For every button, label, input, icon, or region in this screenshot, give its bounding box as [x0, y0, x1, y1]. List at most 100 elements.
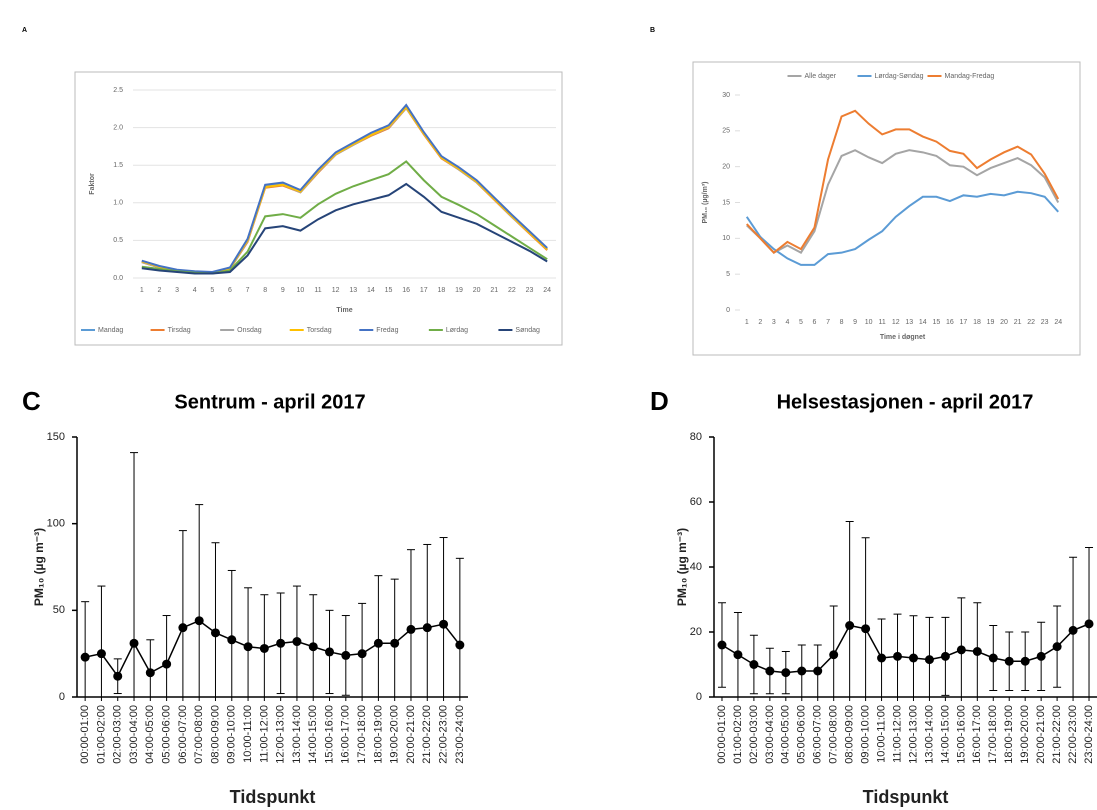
chart-title: Sentrum - april 2017 [174, 391, 365, 413]
data-point [259, 643, 269, 653]
y-tick-label: 50 [53, 604, 65, 616]
x-tick-label: 3 [772, 319, 776, 326]
data-line [141, 160, 548, 275]
legend-label: Tirsdag [168, 327, 191, 334]
x-tick-label: 11 [314, 287, 321, 294]
data-line [745, 190, 1059, 266]
data-point [845, 621, 855, 630]
x-tick-label: 6 [228, 287, 232, 294]
x-tick-label: 10 [297, 287, 305, 294]
x-tick-label: 09:00-10:00 [226, 705, 238, 764]
x-tick-label: 17 [420, 287, 428, 294]
x-tick-label: 11 [879, 319, 886, 326]
y-tick-label: 0.0 [113, 275, 123, 282]
x-tick-label: 19:00-20:00 [389, 705, 401, 764]
panel-label: C [22, 386, 41, 416]
data-point [1020, 656, 1030, 666]
y-axis-label: PM₁₀ (µg m⁻³) [675, 528, 689, 606]
x-tick-label: 23:00-24:00 [1083, 705, 1095, 764]
x-tick-label: 18:00-19:00 [1003, 705, 1015, 764]
x-tick-label: 13 [905, 319, 913, 326]
x-tick-label: 10 [865, 319, 873, 326]
y-tick-label: 25 [722, 128, 730, 135]
x-tick-label: 09:00-10:00 [860, 705, 872, 764]
legend-label: Lørdag [446, 327, 468, 334]
x-tick-label: 8 [263, 287, 267, 294]
y-tick-label: 2.0 [113, 124, 123, 131]
x-tick-label: 23 [1041, 319, 1049, 326]
legend-label: Lørdag-Søndag [875, 73, 924, 80]
x-tick-label: 7 [246, 287, 250, 294]
x-tick-label: 7 [826, 319, 830, 326]
data-point [988, 653, 998, 663]
data-point [292, 637, 302, 647]
x-tick-label: 21 [490, 287, 498, 294]
data-point [390, 638, 400, 648]
error-bars [717, 521, 1094, 697]
x-tick-label: 10:00-11:00 [875, 705, 887, 763]
data-point [341, 650, 351, 660]
data-point [956, 645, 966, 655]
x-tick-label: 12:00-13:00 [275, 705, 287, 764]
x-tick-label: 22 [1027, 319, 1035, 326]
x-tick-label: 8 [840, 319, 844, 326]
x-tick-label: 6 [813, 319, 817, 326]
x-tick-label: 1 [140, 287, 144, 294]
x-tick-label: 20 [473, 287, 481, 294]
data-point [1036, 651, 1046, 661]
data-point [276, 638, 286, 648]
data-point [972, 647, 982, 656]
data-point [1068, 625, 1078, 635]
data-point [781, 668, 791, 678]
chart-panel: C Sentrum - april 2017 0 50 100 150 00:00-01:0… [22, 386, 468, 807]
x-tick-label: 2 [157, 287, 161, 294]
x-tick-label: 21:00-22:00 [421, 705, 433, 764]
y-tick-label: 0 [696, 691, 702, 703]
y-tick-label: 20 [690, 626, 702, 638]
x-tick-label: 9 [281, 287, 285, 294]
x-tick-label: 01:00-02:00 [732, 705, 744, 764]
data-line [84, 619, 461, 678]
data-point [227, 635, 237, 645]
x-tick-label: 18 [973, 319, 981, 326]
x-tick-label: 5 [210, 287, 214, 294]
data-point [357, 649, 367, 659]
chart-frame [74, 71, 563, 346]
chart-frame [692, 61, 1081, 356]
x-tick-label: 19 [987, 319, 995, 326]
x-tick-label: 19 [455, 287, 463, 294]
legend-label: Onsdag [237, 327, 262, 334]
data-point [129, 638, 139, 648]
data-point [162, 659, 172, 669]
data-line [141, 182, 548, 275]
x-tick-label: 14 [367, 287, 375, 294]
data-point [1052, 642, 1062, 652]
legend-label: Fredag [376, 327, 398, 334]
data-point [829, 650, 839, 660]
legend-label: Alle dager [805, 73, 837, 80]
y-tick-label: 150 [47, 431, 65, 443]
data-point [194, 616, 204, 626]
x-tick-label: 21:00-22:00 [1051, 705, 1063, 764]
y-tick-label: 1.0 [113, 200, 123, 207]
data-point [243, 642, 253, 652]
x-tick-label: 19:00-20:00 [1019, 705, 1031, 764]
x-tick-label: 24 [1054, 319, 1062, 326]
data-point [373, 638, 383, 648]
y-axis-label: PM₁₀ (µg/m³) [702, 182, 709, 224]
x-tick-label: 23 [526, 287, 534, 294]
y-tick-label: 15 [722, 199, 730, 206]
x-tick-label: 2 [758, 319, 762, 326]
x-tick-label: 4 [785, 319, 789, 326]
x-tick-label: 05:00-06:00 [161, 705, 173, 764]
x-tick-label: 21 [1014, 319, 1022, 326]
data-line [721, 623, 1090, 674]
x-tick-label: 3 [175, 287, 179, 294]
y-tick-label: 100 [47, 518, 65, 530]
x-tick-label: 15 [385, 287, 393, 294]
legend-label: Torsdag [307, 327, 332, 334]
x-tick-label: 10:00-11:00 [242, 705, 254, 763]
data-point [893, 651, 903, 661]
data-point [1004, 656, 1014, 666]
